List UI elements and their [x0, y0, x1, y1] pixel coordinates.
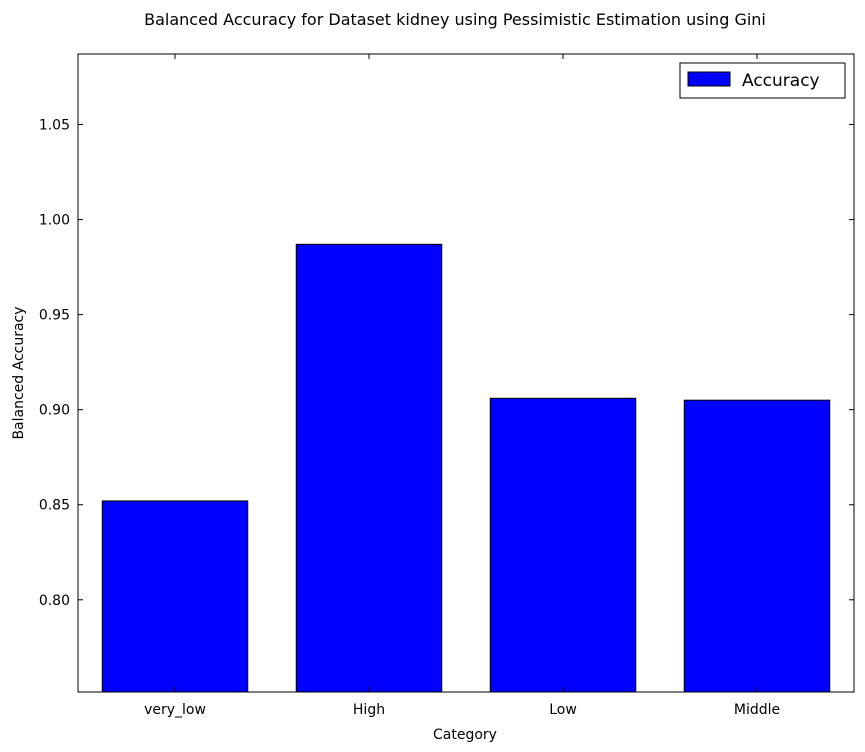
y-tick-label: 1.00	[39, 213, 70, 229]
y-tick-label: 0.80	[39, 593, 70, 609]
legend-swatch	[687, 71, 731, 87]
x-tick-label: High	[353, 702, 385, 718]
bars-layer	[101, 243, 831, 693]
y-tick-label: 1.05	[39, 118, 70, 134]
bar-very-low	[101, 500, 249, 693]
y-axis-label: Balanced Accuracy	[11, 306, 27, 439]
x-tick-label: Middle	[734, 702, 780, 718]
chart-title: Balanced Accuracy for Dataset kidney usi…	[144, 10, 766, 29]
x-tick-label: Low	[549, 702, 577, 718]
legend: Accuracy	[679, 62, 846, 99]
x-axis-ticks: very_low High Low Middle	[144, 54, 780, 718]
bar-high	[295, 243, 443, 693]
bar-middle	[683, 399, 831, 693]
x-axis-label: Category	[433, 727, 497, 743]
y-axis-ticks: 0.80 0.85 0.90 0.95 1.00 1.05	[39, 118, 854, 609]
y-tick-label: 0.95	[39, 308, 70, 324]
x-tick-label: very_low	[144, 702, 206, 718]
y-tick-label: 0.90	[39, 403, 70, 419]
y-tick-label: 0.85	[39, 498, 70, 514]
legend-label: Accuracy	[742, 71, 820, 91]
bar-low	[489, 397, 637, 693]
plot-frame	[77, 53, 855, 693]
